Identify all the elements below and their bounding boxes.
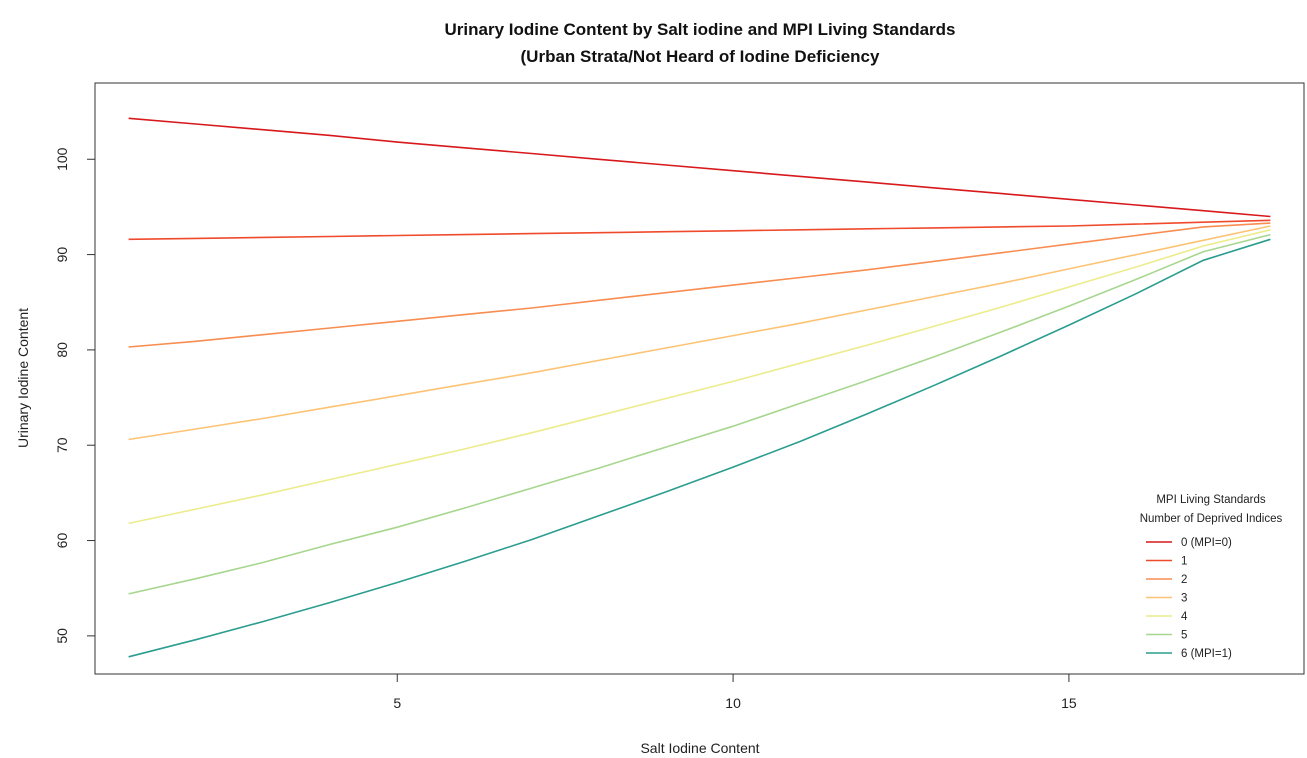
legend-label-0: 0 (MPI=0) [1181, 537, 1232, 549]
y-tick-label: 80 [54, 342, 70, 358]
legend-title-line1: MPI Living Standards [1156, 494, 1266, 506]
series-line-0 [128, 117, 1271, 218]
y-tick-label: 90 [54, 247, 70, 263]
legend-label-2: 2 [1181, 574, 1187, 586]
y-tick-label: 60 [54, 533, 70, 549]
legend-label-3: 3 [1181, 593, 1187, 605]
series-line-6 [128, 238, 1271, 658]
x-axis-label: Salt Iodine Content [640, 740, 759, 756]
legend-title-line2: Number of Deprived Indices [1140, 513, 1283, 525]
plot-frame [94, 82, 1305, 675]
chart-title: Urinary Iodine Content by Salt iodine an… [445, 20, 956, 39]
y-tick-label: 70 [54, 437, 70, 453]
series-line-2 [128, 222, 1271, 348]
legend-items: 0 (MPI=0) 1 2 3 4 5 6 (MPI=1) [1146, 537, 1232, 660]
y-tick-label: 50 [54, 628, 70, 644]
x-tick-label: 5 [393, 695, 401, 711]
chart-subtitle: (Urban Strata/Not Heard of Iodine Defici… [521, 47, 880, 66]
legend-label-1: 1 [1181, 556, 1187, 568]
series-line-4 [128, 229, 1271, 525]
legend-label-5: 5 [1181, 630, 1187, 642]
series-line-3 [128, 225, 1271, 441]
y-axis-label: Urinary Iodine Content [15, 308, 31, 448]
series-line-1 [128, 219, 1271, 241]
y-tick-label: 100 [54, 147, 70, 171]
x-axis: 5 10 15 [393, 674, 1077, 711]
legend-label-6: 6 (MPI=1) [1181, 648, 1232, 660]
x-tick-label: 10 [725, 695, 741, 711]
x-tick-label: 15 [1061, 695, 1077, 711]
y-axis: 50 60 70 80 90 100 [54, 147, 95, 644]
legend-label-4: 4 [1181, 611, 1188, 623]
series-lines [128, 117, 1271, 658]
legend: MPI Living Standards Number of Deprived … [1140, 494, 1283, 660]
series-line-5 [128, 233, 1271, 595]
